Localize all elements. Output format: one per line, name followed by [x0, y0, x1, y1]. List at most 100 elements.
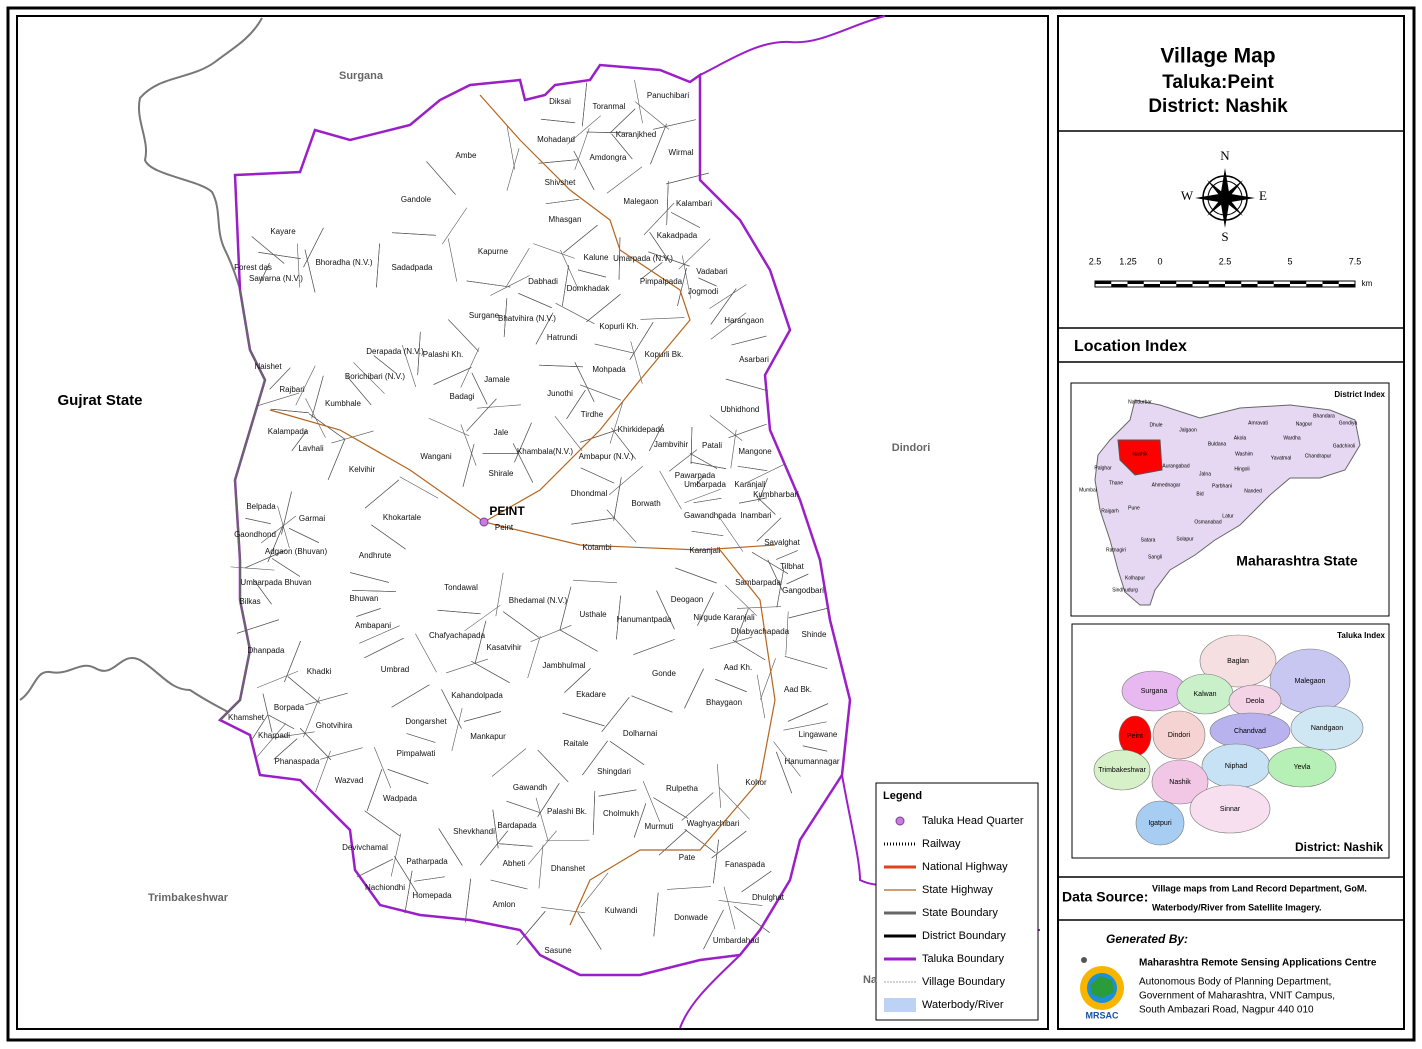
village-label: Badagi [450, 392, 475, 401]
village-boundary [598, 789, 637, 797]
village-label: Umbrad [381, 665, 409, 674]
village-boundary [631, 695, 673, 713]
village-boundary [758, 478, 768, 502]
village-boundary [773, 741, 801, 777]
village-boundary [731, 335, 767, 346]
village-label: Bhedamal (N.V.) [509, 596, 568, 605]
credits-text: Government of Maharashtra, VNIT Campus, [1139, 991, 1335, 1002]
village-boundary [723, 886, 736, 930]
village-boundary [728, 423, 767, 439]
village-label: Belpada [246, 502, 276, 511]
village-boundary [611, 133, 633, 160]
taluka-label: Yevla [1294, 764, 1311, 771]
district-label: Sindhudurg [1112, 587, 1138, 593]
taluka-label: Dindori [1168, 732, 1191, 739]
credits-text: Autonomous Body of Planning Department, [1139, 977, 1331, 988]
village-boundary [428, 417, 470, 437]
region-label: Trimbakeshwar [148, 892, 229, 904]
village-label: Khokartale [383, 513, 422, 522]
village-boundary [677, 268, 687, 306]
district-boundary [699, 15, 886, 76]
village-boundary [574, 362, 595, 402]
scale-unit: km [1362, 279, 1373, 288]
village-boundary [648, 251, 690, 267]
district-label: Nandurbar [1128, 399, 1152, 405]
village-label: Mohpada [592, 365, 626, 374]
village-label: Aad Bk. [784, 685, 812, 694]
village-boundary [441, 207, 468, 245]
village-label: Malegaon [623, 197, 658, 206]
village-label: Borwath [631, 499, 660, 508]
index-caption: District: Nashik [1295, 840, 1383, 854]
village-boundary [303, 696, 320, 738]
village-label: Kopurli Bk. [645, 350, 684, 359]
compass [1195, 168, 1255, 228]
village-boundary [256, 392, 300, 407]
village-label: Sawarna (N.V.) [249, 274, 303, 283]
village-boundary [710, 288, 737, 325]
village-boundary [609, 741, 645, 765]
district-label: Gondiya [1339, 420, 1358, 426]
headquarter-label: PEINT [489, 504, 525, 518]
village-boundary [613, 477, 622, 521]
village-boundary [681, 255, 692, 299]
village-boundary [287, 676, 321, 704]
village-boundary [554, 416, 583, 451]
village-boundary [356, 608, 381, 617]
village-label: Ambapur (N.V.) [579, 452, 634, 461]
village-label: Pimpalwati [397, 749, 436, 758]
district-label: Amravati [1248, 420, 1268, 426]
village-label: Ghotvihira [316, 721, 353, 730]
village-boundary [471, 372, 488, 405]
village-boundary [738, 497, 768, 504]
village-boundary [506, 126, 516, 170]
village-label: Khamshet [228, 713, 265, 722]
village-boundary [299, 728, 332, 760]
district-label: Sangli [1148, 554, 1162, 560]
village-boundary [462, 444, 475, 487]
compass-letter: E [1259, 188, 1267, 203]
village-label: Aad Kh. [724, 663, 752, 672]
mrsac-logo [1080, 957, 1124, 1010]
region-label: Surgana [339, 70, 384, 82]
taluka-label: Nandgaon [1311, 725, 1343, 732]
village-label: Borichibari (N.V.) [345, 372, 406, 381]
headquarter-marker [479, 517, 489, 527]
village-label: Amlon [493, 900, 516, 909]
village-boundary [541, 907, 585, 913]
district-label: Washim [1235, 451, 1253, 457]
village-label: Dolharnai [623, 729, 657, 738]
village-label: Wangani [420, 452, 452, 461]
village-boundary [684, 488, 721, 504]
subtitle: District: Nashik [1148, 96, 1288, 117]
village-boundary [446, 658, 488, 674]
scale-segment [1176, 284, 1193, 287]
legend-label: State Boundary [922, 907, 998, 919]
legend-label: Waterbody/River [922, 999, 1004, 1011]
village-boundary [262, 693, 273, 733]
village-boundary [303, 227, 324, 268]
village-boundary [577, 269, 607, 278]
village-boundary [737, 606, 781, 609]
village-boundary [642, 781, 661, 822]
village-label: Jambhulmal [542, 661, 585, 670]
village-label: Harangaon [724, 316, 764, 325]
village-boundary [364, 637, 404, 659]
village-boundary [606, 509, 637, 543]
village-label: Hanumannagar [784, 757, 839, 766]
village-label: Asarbari [739, 355, 769, 364]
scale-segment [1208, 284, 1225, 287]
village-label: Murmuti [645, 822, 674, 831]
village-boundary [537, 783, 560, 817]
village-boundary [746, 463, 785, 484]
taluka-shape [1093, 749, 1151, 791]
village-boundary [269, 367, 291, 390]
data-source-text: Waterbody/River from Satellite Imagery. [1152, 902, 1322, 912]
district-label: Wardha [1283, 435, 1301, 441]
village-boundary [580, 384, 621, 401]
district-label: Thane [1109, 480, 1123, 486]
village-boundary [563, 224, 598, 254]
village-boundary [730, 429, 737, 469]
district-label: Aurangabad [1162, 463, 1189, 469]
village-label: Homepada [412, 891, 452, 900]
